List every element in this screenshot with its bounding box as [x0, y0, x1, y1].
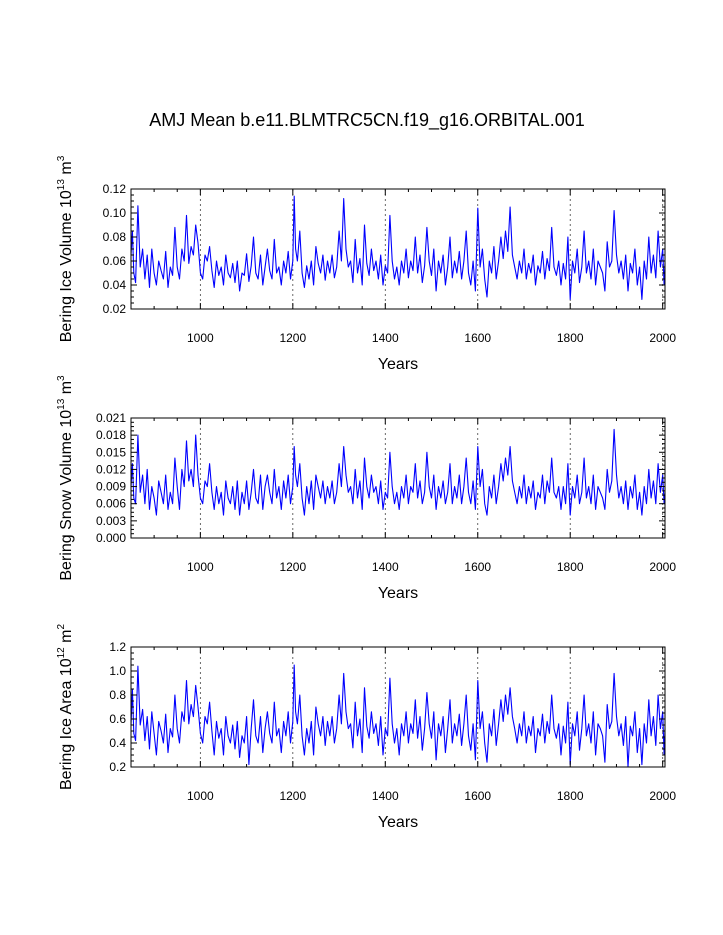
y-label-unit-exponent: 3	[56, 155, 67, 161]
y-tick-label: 0.2	[109, 760, 126, 774]
y-tick-label: 0.02	[103, 302, 127, 316]
y-label-main: Bering Ice Volume 10	[58, 190, 75, 342]
x-tick-label: 1000	[187, 789, 214, 803]
y-tick-label: 0.000	[96, 531, 126, 545]
series-line	[130, 664, 666, 768]
panel-ice-volume: 1000 1200 1400 1600 1800 2000 0.02 0.04 0.06 0.08…	[56, 155, 676, 373]
y-tick-label: 0.06	[103, 254, 127, 268]
y-label-unit: m	[58, 161, 75, 179]
y-label-unit-exponent: 3	[56, 375, 67, 381]
figure-title: AMJ Mean b.e11.BLMTRC5CN.f19_g16.ORBITAL…	[149, 110, 585, 131]
x-tick-label: 1000	[187, 331, 214, 345]
x-tick-label: 2000	[649, 560, 676, 574]
y-label-unit-exponent: 2	[56, 624, 67, 630]
y-tick-label: 0.04	[103, 278, 127, 292]
panel-snow-volume: 1000 1200 1400 1600 1800 2000 0.000 0.003 0.006 0…	[56, 375, 676, 602]
y-tick-label: 0.08	[103, 230, 127, 244]
y-tick-label: 0.006	[96, 497, 126, 511]
x-tick-label: 1200	[279, 789, 306, 803]
y-tick-label: 0.12	[103, 182, 127, 196]
y-label-unit: m	[58, 381, 75, 399]
y-tick-label: 0.4	[109, 736, 126, 750]
y-label-main: Bering Ice Area 10	[58, 658, 75, 790]
panel-ice-area: 1000 1200 1400 1600 1800 2000 0.2 0.4 0.6 0.8 1.0 1…	[56, 624, 676, 831]
x-axis-label: Years	[378, 814, 418, 831]
x-tick-label: 1600	[464, 331, 491, 345]
y-label-unit: m	[58, 630, 75, 648]
y-tick-label: 0.10	[103, 206, 127, 220]
y-tick-label: 0.009	[96, 480, 126, 494]
y-label-exponent: 12	[56, 647, 67, 659]
x-tick-label: 2000	[649, 331, 676, 345]
x-tick-label: 1000	[187, 560, 214, 574]
panels: 1000 1200 1400 1600 1800 2000 0.02 0.04 0.06 0.08…	[56, 155, 676, 831]
x-tick-label: 1800	[557, 560, 584, 574]
y-tick-label: 0.018	[96, 428, 126, 442]
x-tick-label: 1400	[372, 331, 399, 345]
x-axis-label: Years	[378, 356, 418, 373]
y-axis-label: Bering Ice Area 1012 m2	[56, 624, 75, 791]
y-axis-label: Bering Snow Volume 1013 m3	[56, 375, 75, 581]
x-tick-label: 1400	[372, 789, 399, 803]
y-tick-label: 0.8	[109, 688, 126, 702]
x-axis-label: Years	[378, 585, 418, 602]
y-tick-label: 0.012	[96, 462, 126, 476]
y-tick-label: 1.2	[109, 640, 126, 654]
y-label-exponent: 13	[56, 398, 67, 410]
y-tick-label: 0.021	[96, 411, 126, 425]
y-axis-label: Bering Ice Volume 1013 m3	[56, 155, 75, 342]
series-line	[130, 428, 666, 516]
y-label-exponent: 13	[56, 179, 67, 191]
x-tick-label: 1400	[372, 560, 399, 574]
x-tick-label: 1800	[557, 331, 584, 345]
x-tick-label: 1800	[557, 789, 584, 803]
y-tick-label: 1.0	[109, 664, 126, 678]
y-label-main: Bering Snow Volume 10	[58, 410, 75, 581]
x-tick-label: 1600	[464, 789, 491, 803]
y-tick-label: 0.6	[109, 712, 126, 726]
x-tick-label: 1200	[279, 331, 306, 345]
x-tick-label: 1600	[464, 560, 491, 574]
series-line	[130, 195, 666, 300]
y-tick-label: 0.003	[96, 514, 126, 528]
y-tick-label: 0.015	[96, 445, 126, 459]
x-tick-label: 1200	[279, 560, 306, 574]
x-tick-label: 2000	[649, 789, 676, 803]
